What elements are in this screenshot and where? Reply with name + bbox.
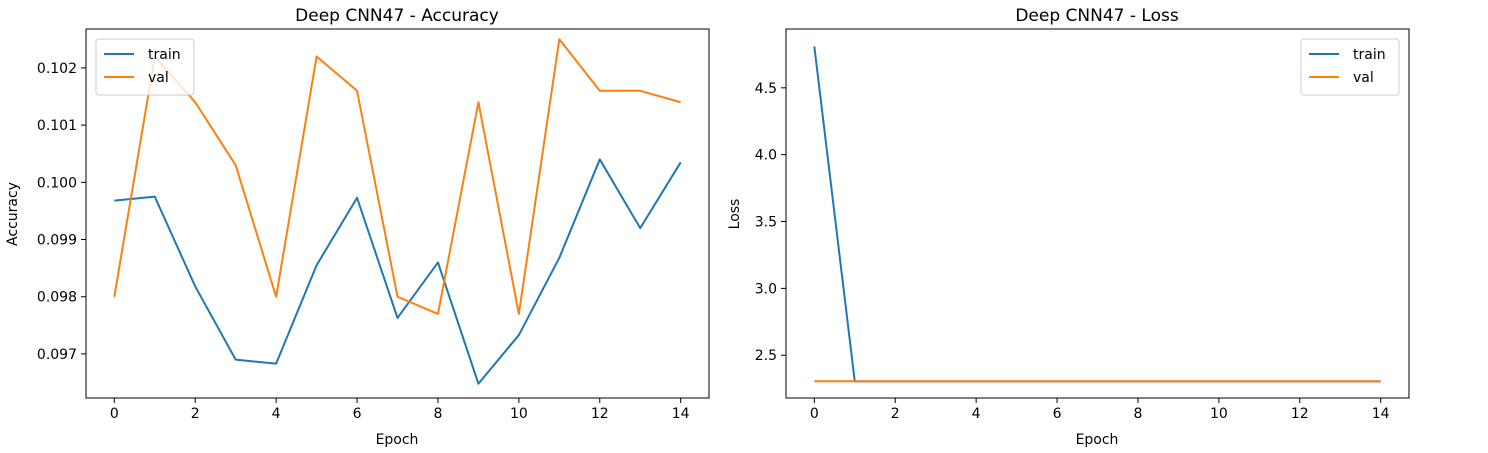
accuracy-y-axis-label: Accuracy bbox=[5, 182, 21, 246]
loss-y-axis-label: Loss bbox=[727, 199, 743, 230]
accuracy-y-tick-label: 0.102 bbox=[37, 61, 77, 77]
accuracy-plot-frame bbox=[85, 28, 710, 399]
loss-x-tick-label: 0 bbox=[810, 406, 819, 422]
accuracy-y-tick-label: 0.101 bbox=[37, 118, 77, 134]
loss-x-tick-label: 14 bbox=[1372, 406, 1390, 422]
loss-x-tick-label: 10 bbox=[1210, 406, 1228, 422]
loss-y-tick-label: 2.5 bbox=[755, 348, 777, 364]
loss-chart-title: Deep CNN47 - Loss bbox=[1015, 6, 1179, 26]
loss-x-tick-label: 12 bbox=[1291, 406, 1309, 422]
accuracy-y-tick-label: 0.097 bbox=[37, 347, 77, 363]
accuracy-x-tick-label: 8 bbox=[433, 406, 442, 422]
accuracy-x-tick-label: 6 bbox=[353, 406, 362, 422]
accuracy-chart: Deep CNN47 - Accuracy Epoch Accuracy 0 2 4… bbox=[5, 6, 710, 448]
accuracy-ticks: 0 2 4 6 8 10 12 14 0.097 0.098 0.099 0.100 0.101 0.10… bbox=[37, 61, 690, 422]
loss-x-axis-label: Epoch bbox=[1076, 432, 1119, 448]
accuracy-lines bbox=[113, 38, 682, 385]
loss-x-tick-label: 8 bbox=[1133, 406, 1142, 422]
accuracy-legend-label-train: train bbox=[148, 47, 181, 63]
accuracy-series-val-line bbox=[113, 38, 681, 315]
loss-legend: train val bbox=[1300, 38, 1400, 96]
accuracy-x-tick-label: 2 bbox=[191, 406, 200, 422]
loss-x-tick-label: 2 bbox=[891, 406, 900, 422]
loss-chart: Deep CNN47 - Loss Epoch Loss 0 2 4 6 8 10 12 14… bbox=[727, 6, 1410, 448]
loss-ticks: 0 2 4 6 8 10 12 14 2.5 3.0 3.5 4.0 4.5 bbox=[755, 81, 1390, 422]
accuracy-legend-label-val: val bbox=[148, 70, 169, 86]
loss-lines bbox=[813, 46, 1381, 383]
accuracy-y-tick-label: 0.098 bbox=[37, 290, 77, 306]
loss-y-tick-label: 4.5 bbox=[755, 81, 777, 97]
loss-y-tick-label: 4.0 bbox=[755, 148, 777, 164]
accuracy-legend: train val bbox=[95, 38, 195, 96]
accuracy-x-tick-label: 10 bbox=[510, 406, 528, 422]
loss-x-tick-label: 4 bbox=[972, 406, 981, 422]
accuracy-x-tick-label: 12 bbox=[591, 406, 609, 422]
loss-y-tick-label: 3.0 bbox=[755, 281, 777, 297]
accuracy-y-tick-label: 0.099 bbox=[37, 233, 77, 249]
accuracy-chart-title: Deep CNN47 - Accuracy bbox=[295, 6, 499, 26]
accuracy-y-tick-label: 0.100 bbox=[37, 175, 77, 191]
accuracy-x-tick-label: 0 bbox=[110, 406, 119, 422]
accuracy-series-train-line bbox=[114, 158, 682, 385]
loss-plot-frame bbox=[785, 28, 1410, 399]
loss-y-tick-label: 3.5 bbox=[755, 215, 777, 231]
loss-series-train-line bbox=[813, 46, 1381, 383]
accuracy-x-tick-label: 4 bbox=[272, 406, 281, 422]
loss-legend-label-val: val bbox=[1353, 70, 1374, 86]
loss-x-tick-label: 6 bbox=[1053, 406, 1062, 422]
accuracy-x-axis-label: Epoch bbox=[376, 432, 419, 448]
accuracy-x-tick-label: 14 bbox=[672, 406, 690, 422]
loss-legend-label-train: train bbox=[1353, 47, 1386, 63]
